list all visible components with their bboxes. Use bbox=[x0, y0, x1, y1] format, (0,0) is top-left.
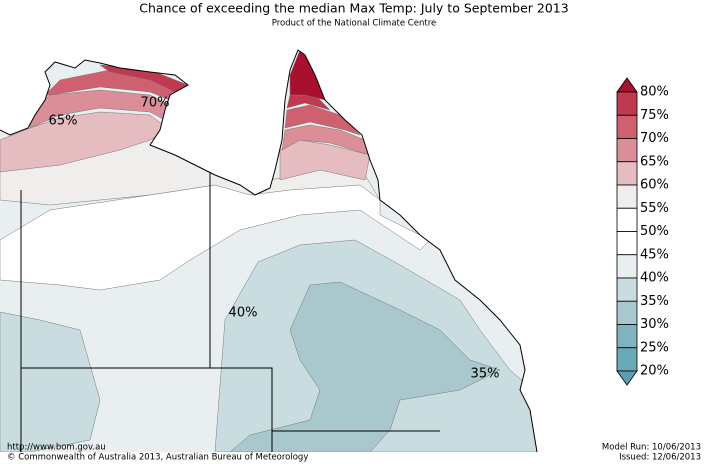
colorbar-label: 60% bbox=[640, 178, 669, 193]
zone bbox=[284, 104, 361, 136]
zone bbox=[0, 311, 101, 452]
colorbar-band bbox=[616, 184, 638, 209]
border bbox=[21, 367, 273, 452]
colorbar-label: 35% bbox=[640, 294, 669, 309]
colorbar-cap bbox=[616, 370, 638, 386]
colorbar-band bbox=[616, 91, 638, 116]
title: Chance of exceeding the median Max Temp:… bbox=[139, 1, 568, 16]
colorbar-label: 25% bbox=[640, 340, 669, 355]
colorbar-label: 50% bbox=[640, 224, 669, 239]
colorbar: 80% 75% 70% 65% 60% 55% 50% 45% 40% 35% 30% 25% 20% bbox=[616, 77, 669, 386]
colorbar-band bbox=[616, 254, 638, 279]
colorbar-label: 40% bbox=[640, 271, 669, 286]
colorbar-band bbox=[616, 207, 638, 232]
colorbar-band bbox=[616, 347, 638, 372]
colorbar-band bbox=[616, 114, 638, 139]
colorbar-label: 55% bbox=[640, 201, 669, 216]
colorbar-band bbox=[616, 324, 638, 349]
colorbar-band bbox=[616, 138, 638, 163]
colorbar-label: 70% bbox=[640, 131, 669, 146]
state-borders bbox=[20, 172, 440, 452]
footer-copyright: © Commonwealth of Australia 2013, Austra… bbox=[7, 453, 308, 463]
subtitle: Product of the National Climate Centre bbox=[272, 19, 436, 29]
contour-label: 70% bbox=[141, 96, 170, 111]
colorbar-cap bbox=[616, 77, 638, 93]
model-run: Model Run: 10/06/2013 bbox=[602, 443, 701, 453]
colorbar-label: 65% bbox=[640, 154, 669, 169]
issued: Issued: 12/06/2013 bbox=[619, 453, 701, 463]
contour-label: 35% bbox=[471, 367, 500, 382]
colorbar-band bbox=[616, 161, 638, 186]
colorbar-label: 80% bbox=[640, 85, 669, 100]
zone bbox=[229, 281, 501, 452]
colorbar-label: 45% bbox=[640, 247, 669, 262]
colorbar-band bbox=[616, 300, 638, 325]
colorbar-label: 75% bbox=[640, 108, 669, 123]
footer-url: http://www.bom.gov.au bbox=[7, 443, 106, 453]
contour-label: 40% bbox=[229, 306, 258, 321]
colorbar-band bbox=[616, 277, 638, 302]
colorbar-label: 20% bbox=[640, 364, 669, 379]
zone bbox=[279, 139, 371, 181]
colorbar-label: 30% bbox=[640, 317, 669, 332]
coastline bbox=[0, 49, 538, 453]
contour-label: 65% bbox=[49, 114, 78, 129]
colorbar-band bbox=[616, 231, 638, 256]
